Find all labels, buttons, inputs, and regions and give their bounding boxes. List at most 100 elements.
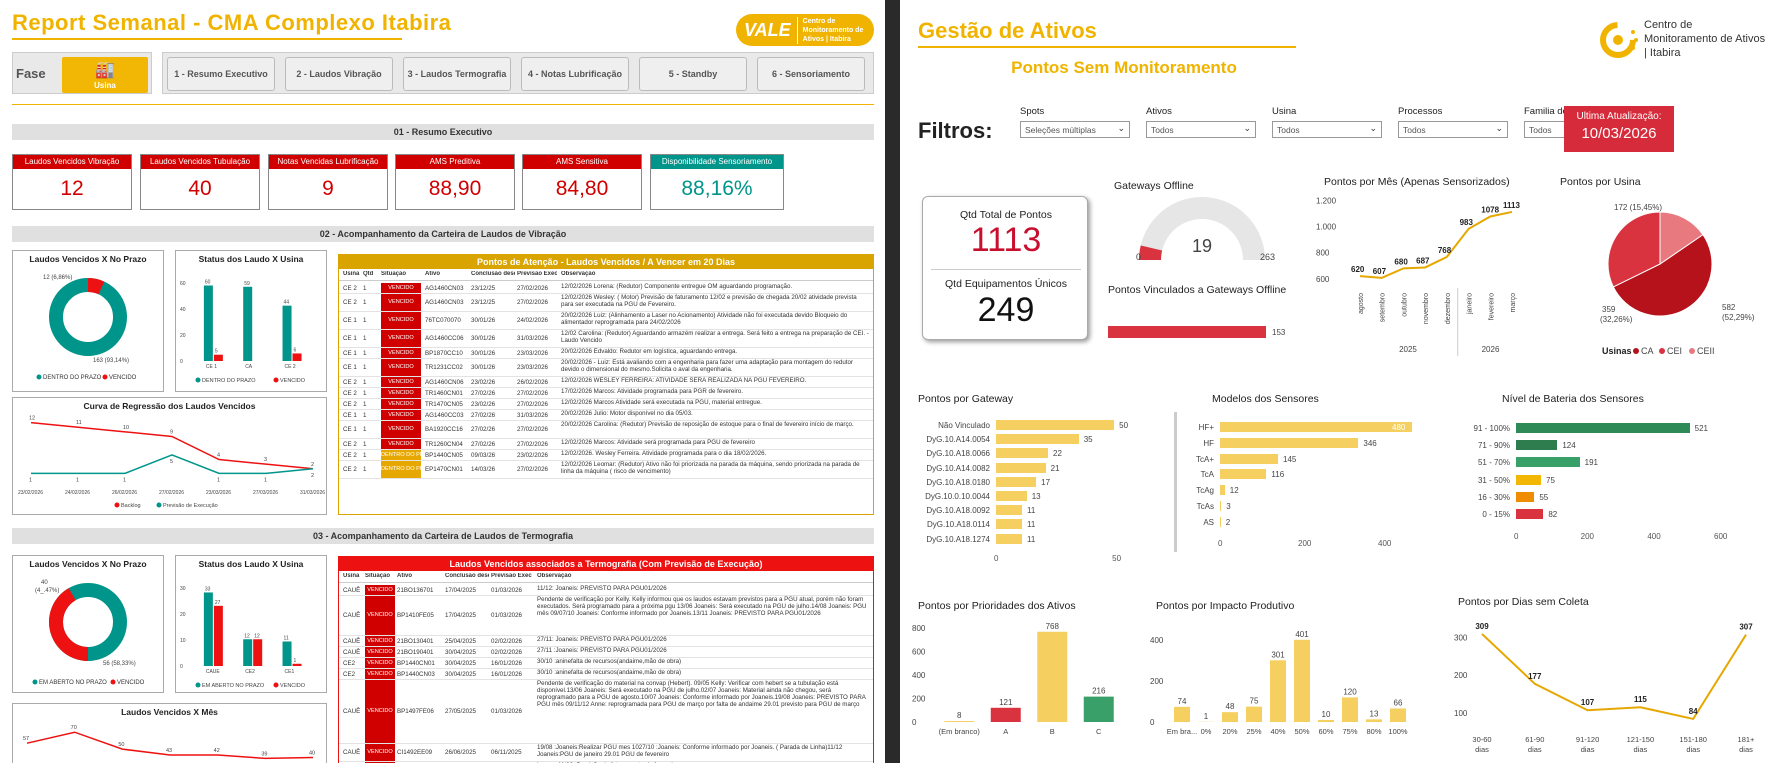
pie-slice-ca bbox=[1612, 233, 1713, 317]
bar-value: 11 bbox=[1027, 506, 1036, 516]
bar bbox=[1270, 660, 1286, 722]
bar-value: 12 bbox=[1229, 486, 1239, 496]
bateria-chart-title: Nível de Bateria dos Sensores bbox=[1502, 393, 1644, 405]
table-cell: 21BO136701 bbox=[397, 587, 434, 594]
status-badge: VENCIDO bbox=[365, 744, 395, 761]
table-header-cell: Usina bbox=[343, 573, 360, 579]
x-tick: 121-150 bbox=[1627, 735, 1655, 744]
x-tick: B bbox=[1050, 727, 1055, 736]
nav-standby[interactable]: 5 - Standby bbox=[639, 57, 747, 91]
table-cell: AG1460CC03 bbox=[425, 412, 464, 419]
x-tick-unit: dias bbox=[1634, 745, 1648, 754]
table-cell: 27/02/2026 bbox=[517, 390, 548, 397]
table-cell: TR1231CC02 bbox=[425, 364, 463, 371]
status-badge: DENTRO DO PRAZO bbox=[381, 450, 436, 460]
x-tick: 0% bbox=[1201, 727, 1212, 736]
nav-sensoriamento[interactable]: 6 - Sensoriamento bbox=[757, 57, 865, 91]
bar-red bbox=[292, 663, 302, 666]
filter-dropdown[interactable]: Todos ⌄ bbox=[1146, 121, 1256, 138]
nav-separator bbox=[12, 104, 874, 105]
table-cell: 09/03/26 bbox=[471, 452, 496, 459]
table-cell: 1 bbox=[363, 401, 367, 408]
table-cell: CE 1 bbox=[343, 364, 357, 371]
table-cell: BP1440CN03 bbox=[397, 671, 435, 678]
bar-label: DyG.10.A18.1274 bbox=[926, 534, 990, 544]
table-cell: 02/02/2026 bbox=[491, 649, 522, 656]
mes-label: 40 bbox=[309, 751, 315, 757]
table-cell: 1 bbox=[363, 390, 367, 397]
gateway-scrollbar[interactable] bbox=[1174, 412, 1177, 552]
bar bbox=[996, 420, 1115, 430]
filter-dropdown[interactable]: Seleções múltiplas ⌄ bbox=[1020, 121, 1130, 138]
dias-label: 107 bbox=[1581, 698, 1595, 707]
bar bbox=[1037, 631, 1068, 722]
legend-label: Previsão de Execução bbox=[163, 503, 218, 509]
bar-value: 13 bbox=[1370, 709, 1379, 718]
bar-label: 59 bbox=[244, 281, 250, 287]
filter-dropdown[interactable]: Todos ⌄ bbox=[1398, 121, 1508, 138]
bar bbox=[1516, 491, 1535, 502]
report-nav: 1 - Resumo Executivo 2 - Laudos Vibração… bbox=[162, 52, 874, 94]
title-underline bbox=[12, 38, 402, 40]
table-cell: 20/02/2026 Julio: Motor disponível no di… bbox=[561, 410, 693, 417]
pie-legend-label: CA bbox=[1641, 346, 1654, 356]
previsao-label: 1 bbox=[264, 477, 267, 483]
bar-green bbox=[282, 641, 292, 666]
filter-dropdown[interactable]: Todos ⌄ bbox=[1272, 121, 1382, 138]
bar bbox=[990, 707, 1021, 722]
bar-value: 10 bbox=[1322, 710, 1331, 719]
table-cell: CAUÊ bbox=[343, 612, 361, 619]
ter-donut-legend-vencido: VENCIDO bbox=[117, 680, 145, 686]
x-tick: 61-90 bbox=[1525, 735, 1544, 744]
table-cell: 1 bbox=[363, 441, 367, 448]
bar-label: TcA bbox=[1200, 470, 1214, 480]
nav-laudos-vibracao[interactable]: 2 - Laudos Vibração bbox=[285, 57, 393, 91]
table-cell: 23/12/25 bbox=[471, 285, 496, 292]
table-cell: 23/03/2026 bbox=[517, 350, 548, 357]
qtd-total-label: Qtd Total de Pontos bbox=[959, 209, 1053, 221]
mes-line bbox=[26, 731, 314, 760]
nav-laudos-termografia[interactable]: 3 - Laudos Termografia bbox=[403, 57, 511, 91]
ter-donut-label-vencido-pct: (4_.47%) bbox=[35, 588, 59, 594]
vib-donut-label-prazo: 163 (93,14%) bbox=[93, 358, 129, 364]
filter-ativos: Ativos Todos ⌄ bbox=[1146, 106, 1256, 138]
y-tick: 600 bbox=[912, 648, 926, 657]
gestao-title: Gestão de Ativos bbox=[918, 18, 1097, 43]
table-cell: 23/03/2026 bbox=[517, 364, 548, 371]
bar bbox=[1220, 422, 1412, 432]
pie-label-cei: 359 bbox=[1602, 305, 1616, 314]
table-row: CE 1 1 VENCIDO TR1231CC02 30/01/26 23/03/2026… bbox=[339, 359, 873, 377]
bar-value: 116 bbox=[1271, 470, 1285, 480]
table-cell: 1 bbox=[363, 299, 367, 306]
usina-button[interactable]: 🏭 Usina bbox=[62, 57, 148, 93]
table-header-cell: Observação bbox=[537, 573, 572, 579]
vib-status-title: Status dos Laudo X Usina bbox=[198, 254, 304, 264]
x-tick: 50% bbox=[1294, 727, 1309, 736]
cma-logo-icon bbox=[1600, 22, 1638, 58]
nav-resumo-executivo[interactable]: 1 - Resumo Executivo bbox=[167, 57, 275, 91]
mes-label: 983 bbox=[1460, 218, 1474, 227]
bar-value: 66 bbox=[1394, 698, 1403, 707]
bar-value: 768 bbox=[1046, 622, 1060, 631]
pie-slice-cei bbox=[1607, 211, 1661, 288]
table-row: CE 2 1 VENCIDO AG1460CN03 23/12/25 27/02/2026… bbox=[339, 294, 873, 312]
table-cell: 1 bbox=[363, 452, 367, 459]
table-cell: BP1497FE06 bbox=[397, 708, 434, 715]
y-tick: 600 bbox=[1316, 275, 1330, 284]
ter-table-title: Laudos Vencidos associados a Termografia… bbox=[339, 557, 873, 571]
bar bbox=[996, 505, 1022, 516]
y-tick: 60 bbox=[180, 281, 186, 287]
ter-status-title: Status dos Laudo X Usina bbox=[198, 559, 304, 569]
table-row: CAUÊ VENCIDO 21BO190401 30/04/2025 02/02/202… bbox=[339, 647, 873, 658]
table-header-cell: Ativo bbox=[425, 271, 440, 277]
fase-label: Fase bbox=[16, 66, 46, 81]
mes-label: 1113 bbox=[1503, 201, 1520, 210]
ter-mes-panel: Laudos Vencidos X Mês 57 70 50 43 42 39 40 bbox=[12, 703, 327, 763]
bar-green bbox=[203, 592, 213, 666]
table-cell: CAUÊ bbox=[343, 587, 361, 594]
previsao-label: 1 bbox=[217, 477, 220, 483]
bar-value: 74 bbox=[1178, 697, 1187, 706]
pie-slice-ceii bbox=[1659, 211, 1704, 265]
nav-notas-lubrificacao[interactable]: 4 - Notas Lubrificação bbox=[521, 57, 629, 91]
bar bbox=[1516, 474, 1541, 485]
